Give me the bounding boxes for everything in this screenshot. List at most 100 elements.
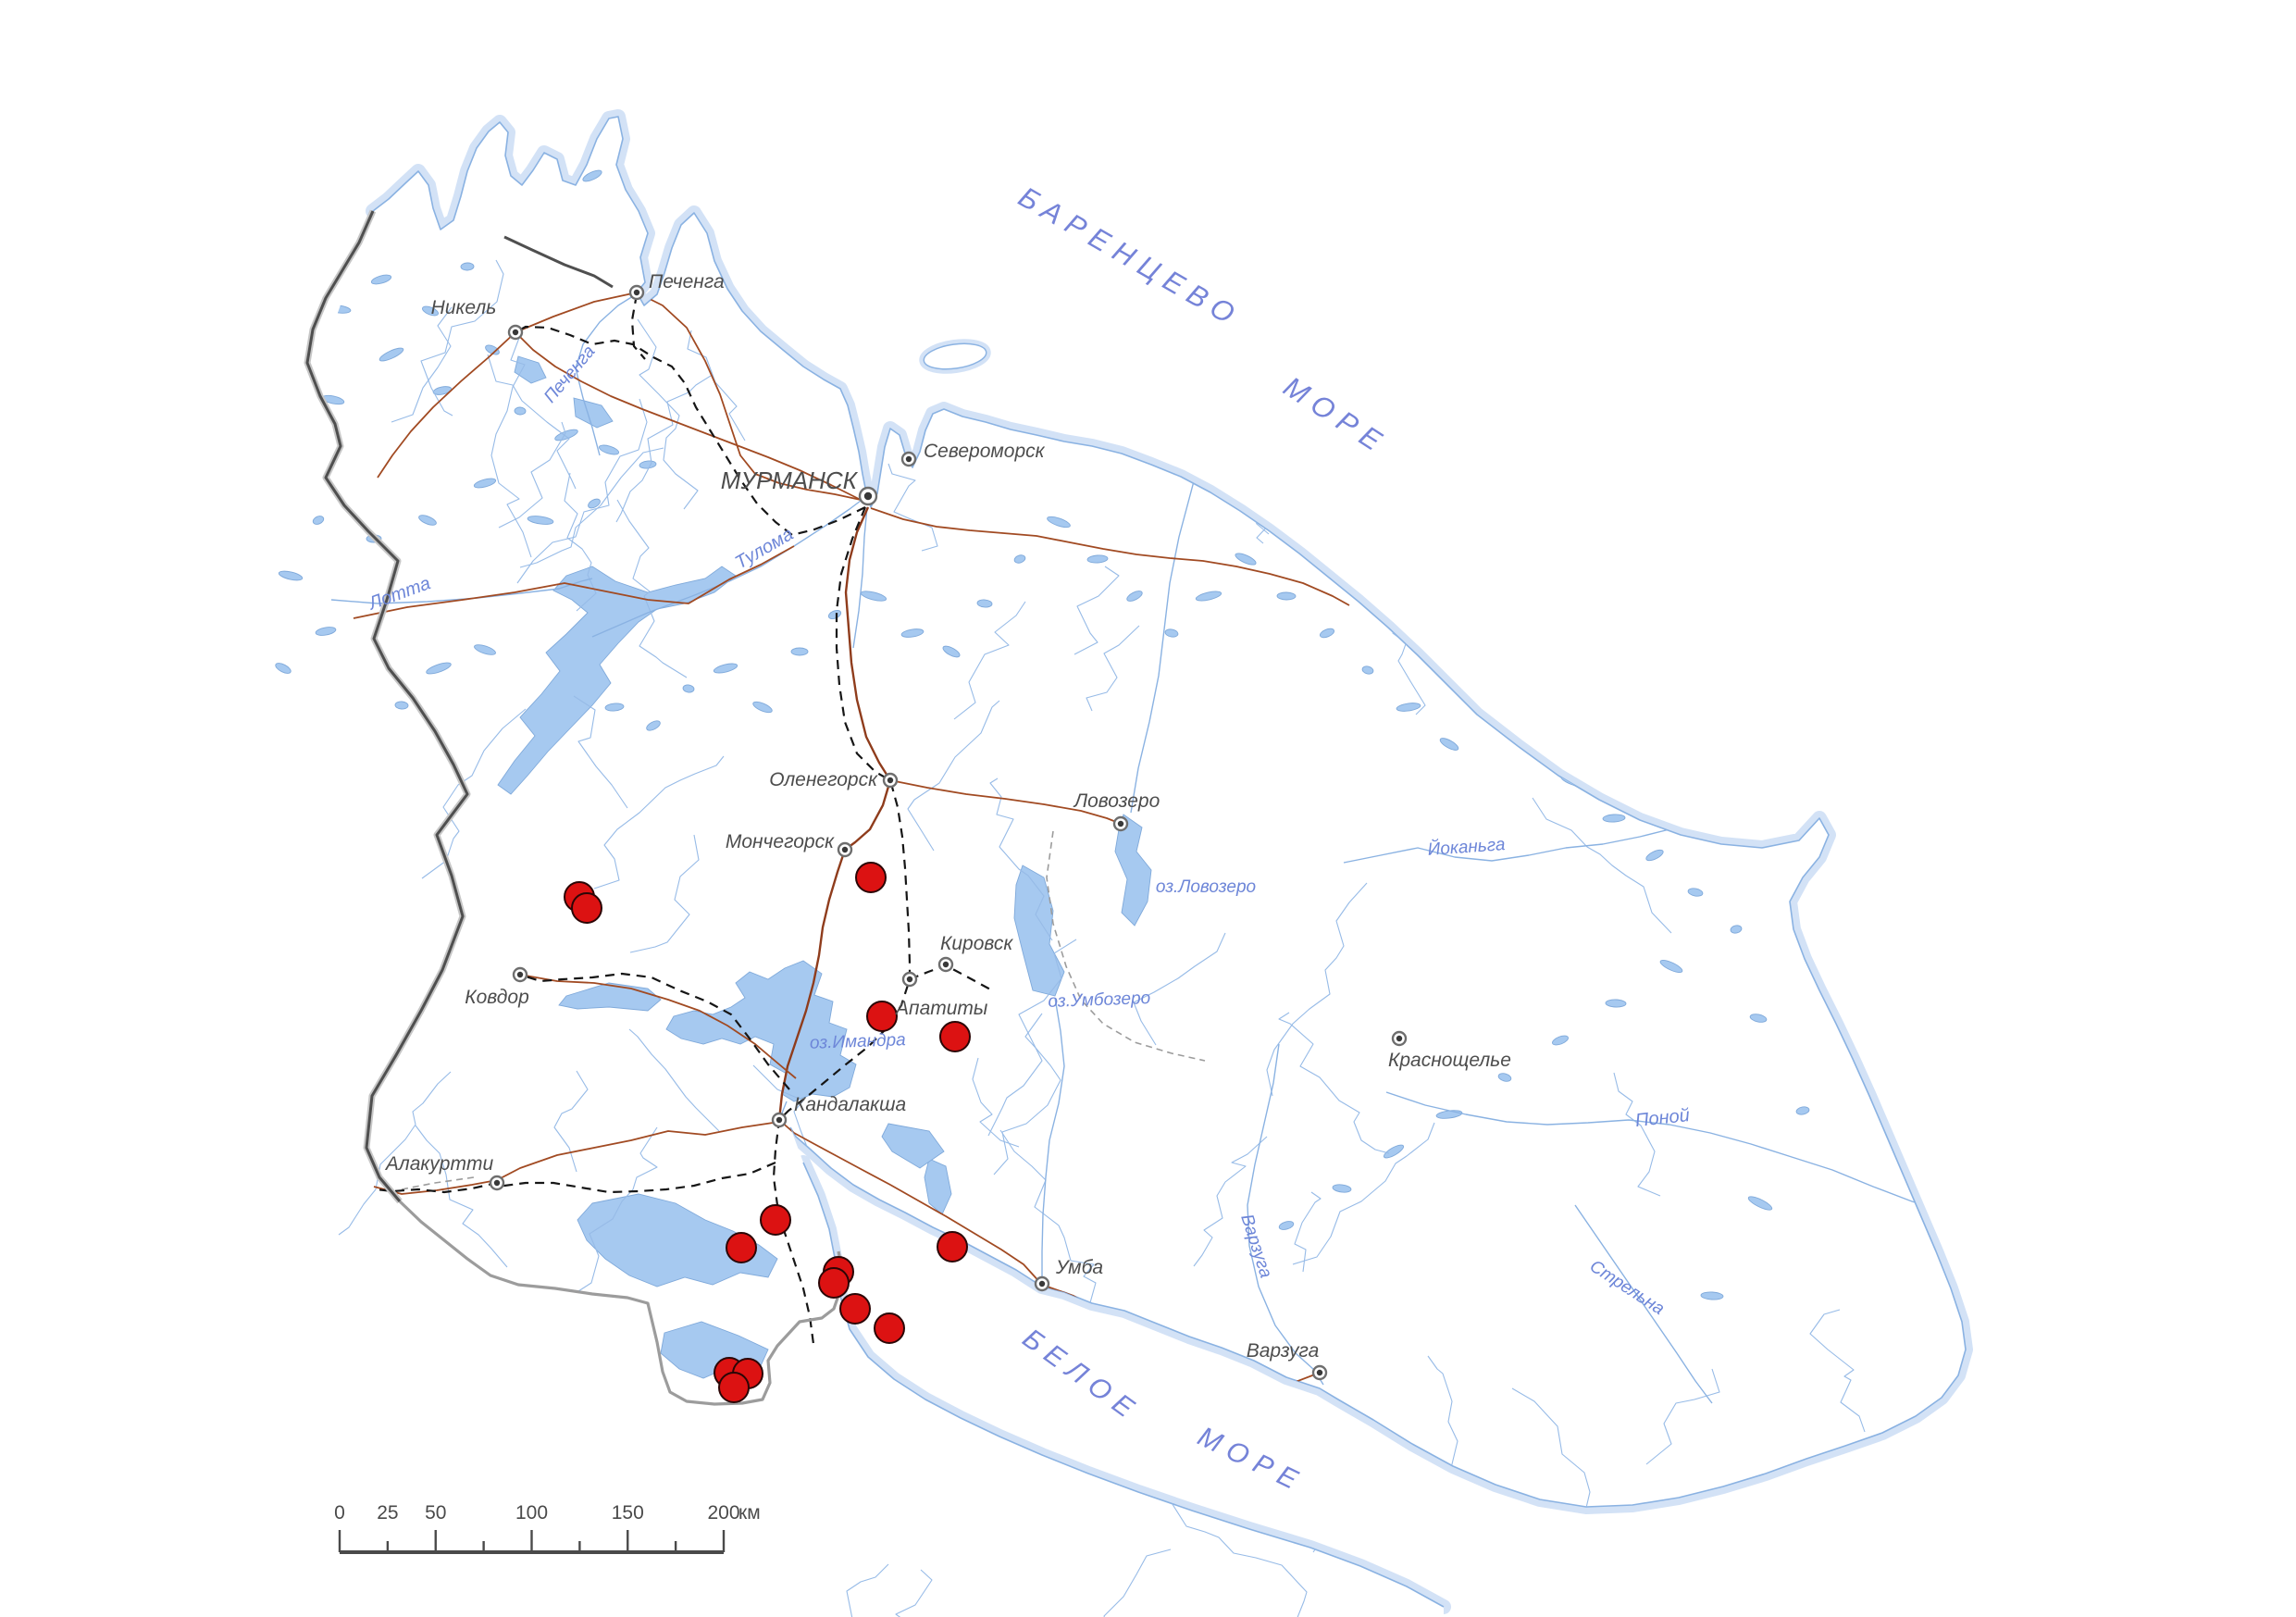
minor-river (972, 1057, 1020, 1148)
small-lake (1332, 1184, 1352, 1193)
river-varzuga (1247, 1043, 1324, 1386)
minor-river (1574, 583, 1654, 718)
site-dot-3[interactable] (855, 862, 887, 893)
small-lake (1126, 591, 1143, 602)
small-lake (1659, 959, 1683, 974)
city-label-nikel: Никель (431, 297, 497, 318)
city-marker-kovdor[interactable] (512, 966, 528, 983)
city-marker-pechenga[interactable] (628, 284, 645, 301)
small-lake (1319, 628, 1335, 639)
minor-river (519, 447, 664, 568)
sea-label-barentsevo: БАРЕНЦЕВО (1013, 180, 1247, 334)
minor-river (1074, 1549, 1172, 1617)
site-dot-7[interactable] (726, 1232, 757, 1263)
minor-river (1278, 1012, 1390, 1154)
city-marker-apatity[interactable] (901, 971, 918, 988)
site-dot-12[interactable] (937, 1231, 968, 1263)
water-label-l-lovozero: оз.Ловозеро (1156, 877, 1256, 897)
water-label-l-imandra: оз.Имандра (810, 1030, 906, 1053)
city-marker-olenegorsk[interactable] (882, 772, 899, 789)
small-lake (315, 627, 337, 636)
small-lake (646, 720, 661, 731)
site-dot-5[interactable] (939, 1021, 971, 1052)
minor-river (1681, 729, 1769, 842)
minor-river (487, 354, 577, 490)
road-m18 (777, 506, 892, 1121)
minor-river (573, 695, 628, 809)
road-olenegorsk-lovozero (889, 779, 1122, 825)
minor-river (1862, 891, 1966, 1014)
city-marker-kandalaksha[interactable] (771, 1112, 788, 1128)
small-lake (1687, 888, 1704, 897)
river-ponoy (1385, 1091, 1942, 1212)
city-label-monchegorsk: Мончегорск (726, 831, 835, 852)
city-marker-alakurtti[interactable] (489, 1175, 505, 1191)
river-umba (1041, 997, 1065, 1285)
minor-river (1532, 797, 1672, 934)
scale-label: 100 (515, 1502, 548, 1524)
small-lake (588, 498, 601, 509)
small-lake (485, 344, 500, 355)
road-alakurtti (373, 1121, 780, 1195)
city-marker-murmansk[interactable] (858, 486, 878, 506)
minor-river (1193, 1136, 1268, 1267)
site-dot-9[interactable] (818, 1267, 850, 1299)
river-voronya (1130, 466, 1198, 814)
small-lake (1047, 516, 1071, 529)
lake-lovozero (1114, 814, 1152, 927)
minor-river (815, 1563, 889, 1617)
lake-imandra (665, 960, 857, 1102)
city-label-murmansk: МУРМАНСК (721, 466, 859, 494)
water-label-l-umbozero: оз.Умбозеро (1048, 989, 1150, 1012)
borders (304, 209, 844, 1406)
site-dot-6[interactable] (760, 1204, 791, 1236)
river-tuloma (591, 497, 865, 638)
city-marker-krasnoshchelye[interactable] (1391, 1030, 1408, 1047)
small-lake (542, 134, 568, 143)
site-dot-15[interactable] (718, 1372, 750, 1403)
site-dot-4[interactable] (866, 1001, 898, 1032)
country-border (305, 210, 469, 1202)
city-marker-umba[interactable] (1034, 1275, 1050, 1292)
small-lake (1235, 553, 1257, 566)
small-lake (1730, 925, 1743, 934)
minor-river (553, 1070, 589, 1173)
kildin-island (923, 342, 987, 370)
minor-river (1777, 607, 1869, 753)
minor-river (1086, 625, 1140, 712)
scale-label: 25 (377, 1502, 398, 1524)
lake-verhnetulomskoe (497, 566, 737, 795)
minor-river (1074, 566, 1120, 655)
city-label-umba: Умба (1055, 1257, 1103, 1278)
city-marker-monchegorsk[interactable] (837, 841, 853, 858)
city-marker-kirovsk[interactable] (937, 956, 954, 973)
region-border (398, 1200, 844, 1406)
sea-label-more-beloe: МОРЕ (1193, 1421, 1309, 1499)
small-lake (604, 703, 625, 712)
minor-river (498, 421, 566, 529)
city-marker-severomorsk[interactable] (900, 451, 917, 467)
city-marker-lovozero[interactable] (1112, 815, 1129, 832)
sea-label-more-barents: МОРЕ (1278, 370, 1395, 462)
city-marker-varzuga[interactable] (1311, 1364, 1328, 1381)
lake-kovdozero (577, 1193, 778, 1287)
small-lake (312, 516, 325, 525)
small-lake (1481, 703, 1499, 712)
city-label-apatity: Апатиты (894, 998, 988, 1019)
minor-river (593, 755, 725, 889)
minor-river (577, 1126, 658, 1292)
road-murmansk-east (870, 507, 1350, 606)
site-dot-2[interactable] (571, 892, 602, 924)
small-lake (527, 516, 554, 525)
small-lake (790, 647, 809, 656)
site-dot-10[interactable] (839, 1293, 871, 1325)
city-label-krasnoshchelye: Краснощелье (1388, 1050, 1511, 1071)
city-markers (489, 284, 1408, 1381)
site-dot-11[interactable] (874, 1312, 905, 1344)
small-lake (682, 684, 695, 693)
city-marker-nikel[interactable] (507, 324, 524, 341)
lakes (275, 134, 1810, 1379)
